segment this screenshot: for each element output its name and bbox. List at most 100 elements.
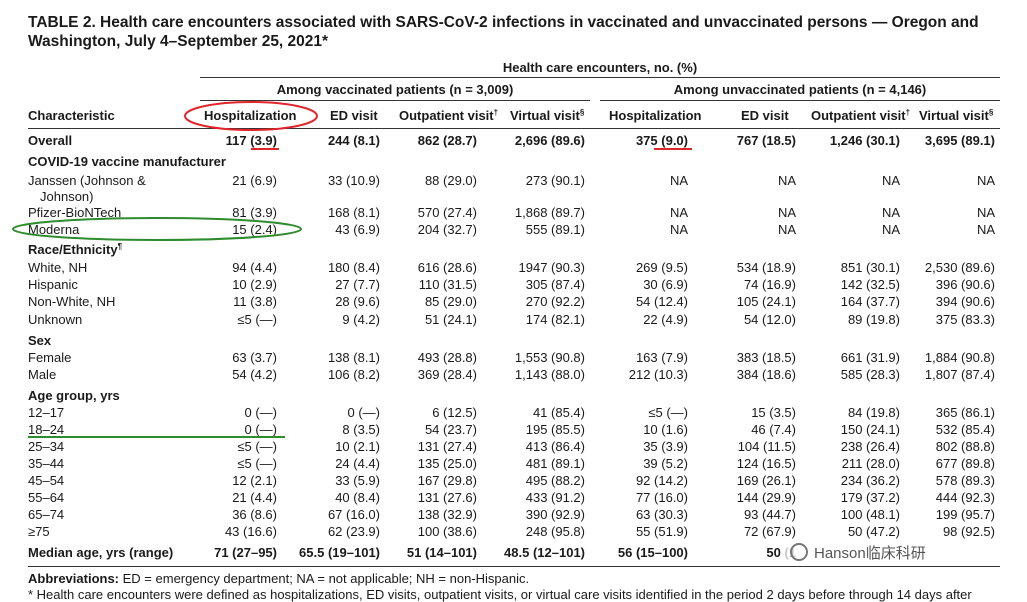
cell: 1,143 (88.0)	[514, 367, 585, 382]
cell: 124 (16.5)	[736, 456, 796, 471]
cell: 135 (25.0)	[417, 456, 477, 471]
section-age: Age group, yrs	[28, 388, 120, 403]
row-label: 55–64	[28, 490, 65, 505]
cell: 138 (8.1)	[327, 350, 380, 365]
cell: 0 (—)	[244, 405, 278, 420]
cell: 234 (36.2)	[840, 473, 900, 488]
cell: 142 (32.5)	[840, 277, 900, 292]
cell: 248 (95.8)	[525, 524, 585, 539]
cell: NA	[976, 173, 995, 188]
cell: NA	[881, 205, 900, 220]
col-unvax-outpatient: Outpatient visit†	[811, 108, 911, 123]
cell: 106 (8.2)	[327, 367, 380, 382]
cell: 100 (38.6)	[417, 524, 477, 539]
cell: 77 (16.0)	[635, 490, 688, 505]
cell: 22 (4.9)	[643, 312, 688, 327]
cell: 585 (28.3)	[840, 367, 900, 382]
cell: 71 (27–95)	[214, 545, 277, 560]
cell: 6 (12.5)	[432, 405, 477, 420]
table-row-hispanic: Hispanic 10 (2.9) 27 (7.7) 110 (31.5) 305 (8…	[0, 277, 1027, 294]
cell: 56 (15–100)	[617, 545, 688, 560]
table-row-unknown: Unknown ≤5 (—) 9 (4.2) 51 (24.1) 174 (82.1) 2…	[0, 312, 1027, 329]
abbreviations: Abbreviations: ED = emergency department…	[28, 571, 530, 586]
cell: 63 (3.7)	[232, 350, 277, 365]
row-label: Female	[28, 350, 72, 365]
table-row-a55: 55–64 21 (4.4) 40 (8.4) 131 (27.6) 433 (91.2…	[0, 490, 1027, 507]
table-row-male: Male 54 (4.2) 106 (8.2) 369 (28.4) 1,143 (88…	[0, 367, 1027, 384]
cell: 144 (29.9)	[736, 490, 796, 505]
cell: 802 (88.8)	[935, 439, 995, 454]
cell: 394 (90.6)	[935, 294, 995, 309]
row-label: 35–44	[28, 456, 65, 471]
cell: 150 (24.1)	[840, 422, 900, 437]
cell: 0 (—)	[347, 405, 381, 420]
cell: 1,868 (89.7)	[514, 205, 585, 220]
group-unvaccinated: Among unvaccinated patients (n = 4,146)	[673, 82, 927, 97]
cell: 15 (2.4)	[232, 222, 277, 237]
cell: ≤5 (—)	[237, 456, 277, 471]
cell: 396 (90.6)	[935, 277, 995, 292]
cell: 493 (28.8)	[417, 350, 477, 365]
cell: 212 (10.3)	[628, 367, 688, 382]
cell: 211 (28.0)	[841, 456, 900, 471]
group-vaccinated: Among vaccinated patients (n = 3,009)	[276, 82, 514, 97]
table-row-a18: 18–24 0 (—) 8 (3.5) 54 (23.7) 195 (85.5) 10 (…	[0, 422, 1027, 439]
cell: 195 (85.5)	[525, 422, 585, 437]
cell: 167 (29.8)	[417, 473, 477, 488]
cell: 89 (19.8)	[847, 312, 900, 327]
cell: 40 (8.4)	[335, 490, 380, 505]
cell: 677 (89.8)	[935, 456, 995, 471]
cell: NA	[881, 222, 900, 237]
cell: 51 (14–101)	[406, 545, 477, 560]
section-race: Race/Ethnicity¶	[28, 242, 123, 257]
cell: 138 (32.9)	[417, 507, 477, 522]
cell: 65.5 (19–101)	[299, 545, 380, 560]
row-label: Median age, yrs (range)	[28, 545, 174, 560]
cell: ≤5 (—)	[648, 405, 688, 420]
cell: 85 (29.0)	[424, 294, 477, 309]
cell: 30 (6.9)	[643, 277, 688, 292]
cell: 43 (6.9)	[335, 222, 380, 237]
cell: ≤5 (—)	[237, 312, 277, 327]
table-row-a45: 45–54 12 (2.1) 33 (5.9) 167 (29.8) 495 (88.2…	[0, 473, 1027, 490]
cell: 495 (88.2)	[525, 473, 585, 488]
cell: NA	[777, 205, 796, 220]
cell: 35 (3.9)	[643, 439, 688, 454]
cell: 2,696 (89.6)	[514, 133, 585, 148]
cell: 444 (92.3)	[935, 490, 995, 505]
cell: NA	[669, 173, 688, 188]
cell: 54 (12.4)	[635, 294, 688, 309]
cell: 28 (9.6)	[335, 294, 380, 309]
cell: 199 (95.7)	[935, 507, 995, 522]
cell: 105 (24.1)	[736, 294, 796, 309]
cell: 10 (1.6)	[643, 422, 688, 437]
table-row-a65: 65–74 36 (8.6) 67 (16.0) 138 (32.9) 390 (92.…	[0, 507, 1027, 524]
cell: 390 (92.9)	[525, 507, 585, 522]
cell: 54 (4.2)	[232, 367, 277, 382]
col-vax-virtual: Virtual visit§	[510, 108, 585, 123]
col-unvax-virtual: Virtual visit§	[919, 108, 994, 123]
cell: 383 (18.5)	[736, 350, 796, 365]
cell: 94 (4.4)	[232, 260, 277, 275]
red-ellipse-hospitalization	[184, 101, 318, 131]
row-label: 65–74	[28, 507, 65, 522]
wechat-icon	[790, 543, 808, 561]
table-row-female: Female 63 (3.7) 138 (8.1) 493 (28.8) 1,553 (…	[0, 350, 1027, 367]
header-bottom-rule	[28, 128, 1000, 129]
cell: 244 (8.1)	[327, 133, 380, 148]
cell: 9 (4.2)	[342, 312, 380, 327]
cell: 413 (86.4)	[525, 439, 585, 454]
cell: 534 (18.9)	[736, 260, 796, 275]
cell: 270 (92.2)	[525, 294, 585, 309]
watermark: Hanson临床科研	[784, 540, 932, 565]
group-vaccinated-rule	[200, 100, 590, 101]
cell: 41 (85.4)	[532, 405, 585, 420]
cell: 862 (28.7)	[417, 133, 477, 148]
cell: NA	[881, 173, 900, 188]
cell: 169 (26.1)	[736, 473, 796, 488]
cell: 48.5 (12–101)	[504, 545, 585, 560]
cell: 163 (7.9)	[635, 350, 688, 365]
row-label: Moderna	[28, 222, 80, 237]
cell: 63 (30.3)	[635, 507, 688, 522]
cell: 164 (37.7)	[840, 294, 900, 309]
